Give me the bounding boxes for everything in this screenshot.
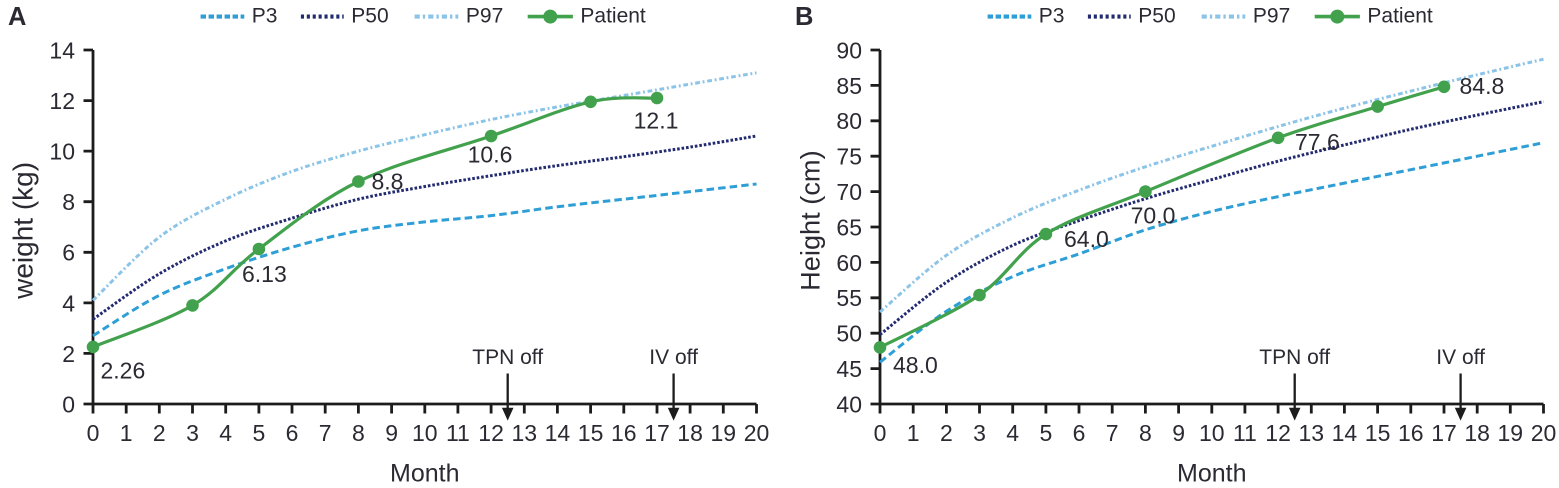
svg-text:18: 18 (1464, 420, 1490, 446)
svg-text:85: 85 (836, 73, 862, 99)
svg-text:10: 10 (412, 420, 438, 446)
svg-text:9: 9 (1172, 420, 1185, 446)
svg-text:10: 10 (1199, 420, 1225, 446)
svg-text:2: 2 (940, 420, 953, 446)
svg-text:13: 13 (1299, 420, 1325, 446)
svg-text:3: 3 (186, 420, 199, 446)
svg-text:70.0: 70.0 (1131, 203, 1176, 229)
svg-text:80: 80 (836, 108, 862, 134)
svg-text:B: B (795, 3, 813, 31)
svg-text:7: 7 (319, 420, 332, 446)
svg-text:P97: P97 (466, 5, 503, 28)
svg-text:8: 8 (352, 420, 365, 446)
svg-text:9: 9 (385, 420, 398, 446)
svg-text:Month: Month (390, 460, 459, 488)
svg-text:Patient: Patient (1367, 5, 1433, 28)
svg-text:10.6: 10.6 (468, 142, 513, 168)
svg-text:6.13: 6.13 (242, 261, 287, 287)
svg-text:1: 1 (907, 420, 920, 446)
svg-text:12: 12 (1265, 420, 1291, 446)
svg-text:A: A (8, 3, 26, 31)
svg-text:0: 0 (874, 420, 887, 446)
svg-text:14: 14 (1332, 420, 1358, 446)
svg-text:12: 12 (478, 420, 504, 446)
svg-text:0: 0 (62, 391, 75, 417)
svg-text:60: 60 (836, 250, 862, 276)
svg-text:2.26: 2.26 (101, 358, 146, 384)
svg-text:3: 3 (973, 420, 986, 446)
svg-text:IV off: IV off (1436, 346, 1485, 369)
svg-text:TPN off: TPN off (1259, 346, 1330, 369)
svg-text:12: 12 (49, 88, 75, 114)
svg-text:40: 40 (836, 391, 862, 417)
svg-text:4: 4 (62, 290, 75, 316)
svg-text:Month: Month (1177, 460, 1246, 488)
svg-text:4: 4 (1006, 420, 1019, 446)
svg-text:20: 20 (1531, 420, 1557, 446)
svg-text:P50: P50 (1138, 5, 1175, 28)
svg-text:50: 50 (836, 321, 862, 347)
svg-text:15: 15 (1365, 420, 1391, 446)
svg-text:55: 55 (836, 285, 862, 311)
svg-text:2: 2 (62, 341, 75, 367)
svg-text:16: 16 (611, 420, 637, 446)
svg-text:48.0: 48.0 (893, 352, 938, 378)
svg-text:4: 4 (219, 420, 232, 446)
svg-text:8.8: 8.8 (372, 169, 404, 195)
svg-text:14: 14 (545, 420, 571, 446)
svg-text:2: 2 (153, 420, 166, 446)
svg-text:1: 1 (120, 420, 133, 446)
svg-text:14: 14 (49, 37, 75, 63)
svg-text:77.6: 77.6 (1295, 129, 1340, 155)
svg-text:8: 8 (62, 189, 75, 215)
svg-text:11: 11 (446, 420, 470, 446)
svg-text:6: 6 (1073, 420, 1086, 446)
svg-text:70: 70 (836, 179, 862, 205)
svg-text:84.8: 84.8 (1460, 73, 1505, 99)
svg-text:45: 45 (836, 356, 862, 382)
svg-text:6: 6 (62, 240, 75, 266)
svg-text:5: 5 (1040, 420, 1053, 446)
svg-text:5: 5 (253, 420, 266, 446)
svg-text:65: 65 (836, 214, 862, 240)
svg-text:P97: P97 (1253, 5, 1290, 28)
svg-text:7: 7 (1106, 420, 1119, 446)
svg-text:8: 8 (1139, 420, 1152, 446)
svg-text:64.0: 64.0 (1064, 226, 1109, 252)
svg-text:IV off: IV off (649, 346, 698, 369)
svg-text:13: 13 (512, 420, 538, 446)
svg-text:Height (cm): Height (cm) (794, 150, 825, 291)
svg-text:17: 17 (1431, 420, 1457, 446)
svg-text:TPN off: TPN off (472, 346, 543, 369)
svg-text:90: 90 (836, 37, 862, 63)
svg-text:P50: P50 (351, 5, 388, 28)
svg-text:20: 20 (744, 420, 770, 446)
svg-text:Patient: Patient (580, 5, 646, 28)
svg-text:P3: P3 (252, 5, 278, 28)
svg-text:18: 18 (677, 420, 703, 446)
svg-text:15: 15 (578, 420, 604, 446)
svg-text:12.1: 12.1 (634, 108, 679, 134)
svg-text:17: 17 (644, 420, 670, 446)
svg-text:19: 19 (1498, 420, 1524, 446)
svg-text:0: 0 (87, 420, 100, 446)
svg-text:75: 75 (836, 144, 862, 170)
svg-text:10: 10 (49, 139, 75, 165)
svg-text:19: 19 (711, 420, 737, 446)
svg-text:weight (kg): weight (kg) (7, 162, 38, 300)
svg-text:11: 11 (1233, 420, 1257, 446)
svg-text:P3: P3 (1039, 5, 1065, 28)
svg-text:6: 6 (286, 420, 299, 446)
svg-text:16: 16 (1398, 420, 1424, 446)
